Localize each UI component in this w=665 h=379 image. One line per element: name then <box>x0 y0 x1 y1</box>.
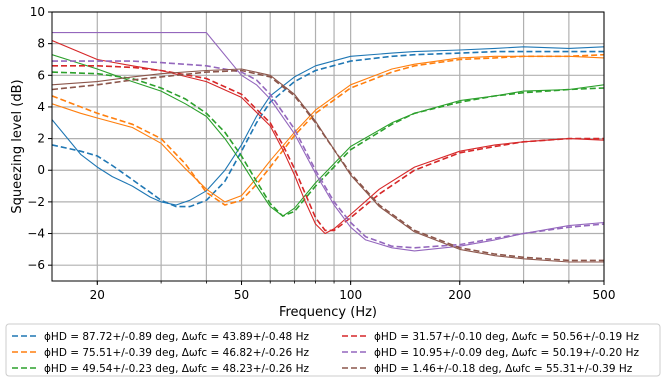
legend-entry-3: ϕHD = 31.57+/-0.10 deg, Δωfc = 50.56+/-0… <box>374 331 639 343</box>
series-0-measured-line <box>52 46 604 206</box>
axis-ticks: 20 50 100 200 500 −6 −4 −2 0 2 4 6 8 10 <box>27 5 615 302</box>
y-tick-label: 0 <box>37 163 45 177</box>
y-tick-label: 6 <box>37 68 45 82</box>
x-tick-label: 20 <box>90 288 105 302</box>
y-tick-label: 4 <box>37 100 45 114</box>
plot-frame <box>51 11 605 282</box>
legend-entry-0: ϕHD = 87.72+/-0.89 deg, Δωfc = 43.89+/-0… <box>44 331 309 343</box>
series-0-model-line <box>52 50 604 208</box>
legend-entry-1: ϕHD = 75.51+/-0.39 deg, Δωfc = 46.82+/-0… <box>44 347 309 359</box>
series-4-model-line <box>52 60 604 249</box>
x-tick-label: 200 <box>448 288 471 302</box>
y-axis-label: Squeezing level (dB) <box>10 79 25 213</box>
x-tick-label: 50 <box>234 288 249 302</box>
series-4-measured-line <box>52 32 604 252</box>
series-1-model-line <box>52 53 604 206</box>
y-tick-label: −6 <box>27 258 45 272</box>
legend-entry-2: ϕHD = 49.54+/-0.23 deg, Δωfc = 48.23+/-0… <box>44 363 309 375</box>
series-3-measured-line <box>52 39 604 235</box>
x-tick-label: 100 <box>339 288 362 302</box>
y-tick-label: −4 <box>27 227 45 241</box>
series-1-measured-line <box>52 55 604 203</box>
legend-entry-4: ϕHD = 10.95+/-0.09 deg, Δωfc = 50.19+/-0… <box>374 347 639 359</box>
x-axis-label: Frequency (Hz) <box>279 305 377 320</box>
series-lines <box>52 32 604 263</box>
y-tick-label: −2 <box>27 195 45 209</box>
legend-entry-5: ϕHD = 1.46+/-0.18 deg, Δωfc = 55.31+/-0.… <box>374 363 633 375</box>
series-3-model-line <box>52 65 604 232</box>
y-tick-label: 8 <box>37 37 45 51</box>
legend: ϕHD = 87.72+/-0.89 deg, Δωfc = 43.89+/-0… <box>5 323 661 377</box>
series-2-model-line <box>52 71 604 218</box>
y-tick-label: 10 <box>30 5 45 19</box>
x-tick-label: 500 <box>593 288 616 302</box>
series-5-model-line <box>52 69 604 262</box>
y-tick-label: 2 <box>37 132 45 146</box>
legend-box <box>5 323 661 377</box>
